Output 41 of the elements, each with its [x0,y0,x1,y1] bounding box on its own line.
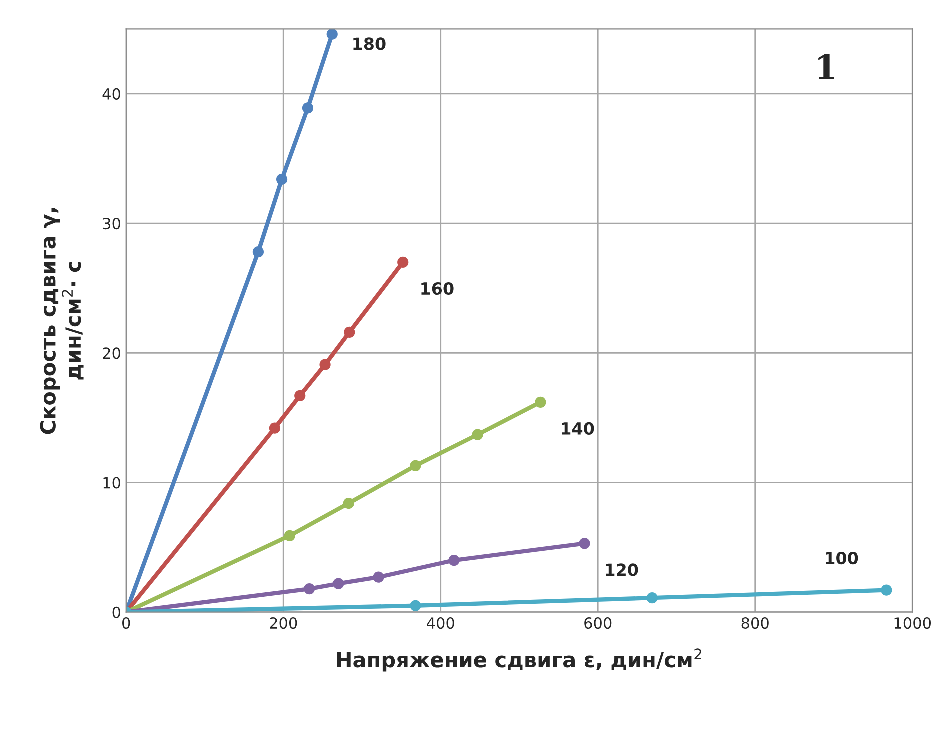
point [276,174,288,186]
x-tick-label: 600 [584,617,612,630]
x-tick-label: 800 [742,617,769,630]
point [373,572,384,583]
point [284,530,296,542]
point [294,390,306,402]
point [326,29,338,40]
y-tick-label: 0 [112,606,120,618]
point [472,429,484,440]
point [398,256,409,268]
series-label: 160 [422,282,454,296]
x-tick-label: 0 [122,617,130,630]
point [252,246,264,258]
point [269,422,281,434]
y-axis-title: Скорость сдвига γ, дин/см$^{2}$· с [40,208,84,434]
annotation: 1 [818,54,834,80]
x-tick-label: 200 [270,617,298,630]
point [881,584,892,596]
point [410,460,422,472]
x-tick-label: 1000 [894,617,932,630]
point [535,396,546,408]
series-label: 140 [562,422,594,436]
y-tick-label: 30 [103,218,120,230]
series-label: 120 [606,564,638,576]
point [333,578,344,590]
point [448,554,460,566]
point [579,538,590,550]
point [344,326,356,338]
point [646,592,658,604]
x-tick-label: 400 [427,617,454,630]
y-tick-label: 10 [104,477,120,489]
point [304,583,316,595]
x-axis-title: Напряжение сдвига ε, дин/см$^{2}$ [337,648,702,672]
point [302,102,314,114]
point [343,498,354,510]
series-label: 100 [826,552,858,565]
point [410,600,422,612]
series-label: 180 [354,38,386,50]
y-tick-label: 20 [103,348,120,360]
y-tick-label: 40 [102,88,120,100]
point [320,359,331,370]
